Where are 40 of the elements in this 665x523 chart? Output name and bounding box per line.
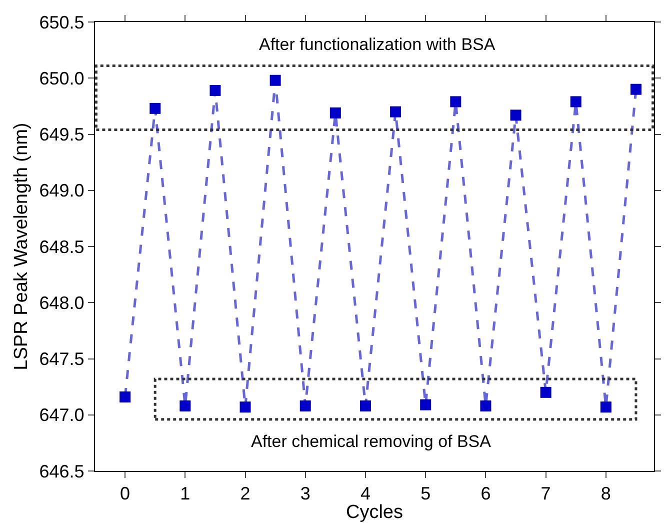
annotation: After functionalization with BSA xyxy=(259,35,496,54)
point xyxy=(300,400,311,412)
y-tick-label: 649.5 xyxy=(39,124,84,145)
y-tick-label: 648.0 xyxy=(39,292,84,313)
point xyxy=(450,96,462,108)
point xyxy=(240,402,251,413)
y-tick-label: 650.5 xyxy=(39,12,84,32)
x-tick-label: 8 xyxy=(600,484,611,504)
point xyxy=(600,402,612,413)
y-tick-label: 650.0 xyxy=(39,68,84,88)
point xyxy=(510,110,522,121)
point xyxy=(210,84,221,96)
y-tick-label: 647.5 xyxy=(39,349,84,370)
y-axis-title: LSPR Peak Wavelength (nm) xyxy=(11,122,32,370)
point xyxy=(390,106,402,118)
point xyxy=(360,400,371,412)
x-tick-label: 0 xyxy=(120,484,130,504)
x-tick-label: 7 xyxy=(540,484,551,504)
point xyxy=(420,399,432,410)
y-tick-label: 648.5 xyxy=(39,236,84,257)
x-tick-label: 2 xyxy=(240,484,250,504)
point xyxy=(150,102,161,114)
point xyxy=(630,84,642,95)
y-tick-label: 649.0 xyxy=(39,180,84,201)
point xyxy=(570,96,582,108)
point xyxy=(120,391,131,402)
x-tick-label: 4 xyxy=(360,484,370,504)
y-tick-label: 646.5 xyxy=(39,461,84,482)
x-tick-label: 5 xyxy=(420,484,431,504)
x-axis-title: Cycles xyxy=(346,502,404,523)
point xyxy=(540,386,552,398)
x-tick-label: 6 xyxy=(480,484,491,504)
x-tick-label: 1 xyxy=(180,484,190,504)
annotation: After chemical removing of BSA xyxy=(251,432,492,451)
x-tick-label: 3 xyxy=(300,484,310,504)
y-tick-label: 647.0 xyxy=(39,405,84,426)
point xyxy=(480,400,492,412)
point xyxy=(180,400,191,412)
point xyxy=(330,107,341,118)
point xyxy=(270,74,281,86)
